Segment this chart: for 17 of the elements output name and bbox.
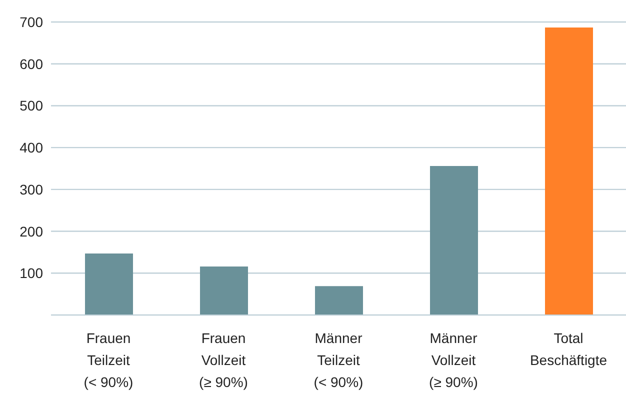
x-tick-label: Frauen Vollzeit (≥ 90%) xyxy=(199,330,248,390)
bar xyxy=(200,266,248,315)
y-tick-label: 100 xyxy=(20,265,44,282)
bar xyxy=(430,166,478,315)
y-tick-label: 300 xyxy=(20,181,44,198)
y-tick-label: 600 xyxy=(20,56,44,72)
x-tick-label: Total Beschäftigte xyxy=(530,330,608,368)
y-tick-label: 500 xyxy=(20,98,44,114)
x-tick-label: Männer Vollzeit (≥ 90%) xyxy=(429,330,478,390)
bar xyxy=(85,253,133,315)
y-tick-label: 400 xyxy=(20,140,44,156)
bar xyxy=(545,27,593,315)
bar xyxy=(315,286,363,315)
y-tick-label: 200 xyxy=(20,223,44,240)
y-tick-label: 700 xyxy=(20,14,44,30)
x-tick-label: Frauen Teilzeit (< 90%) xyxy=(84,330,134,390)
x-tick-label: Männer Teilzeit (< 90%) xyxy=(314,330,364,390)
